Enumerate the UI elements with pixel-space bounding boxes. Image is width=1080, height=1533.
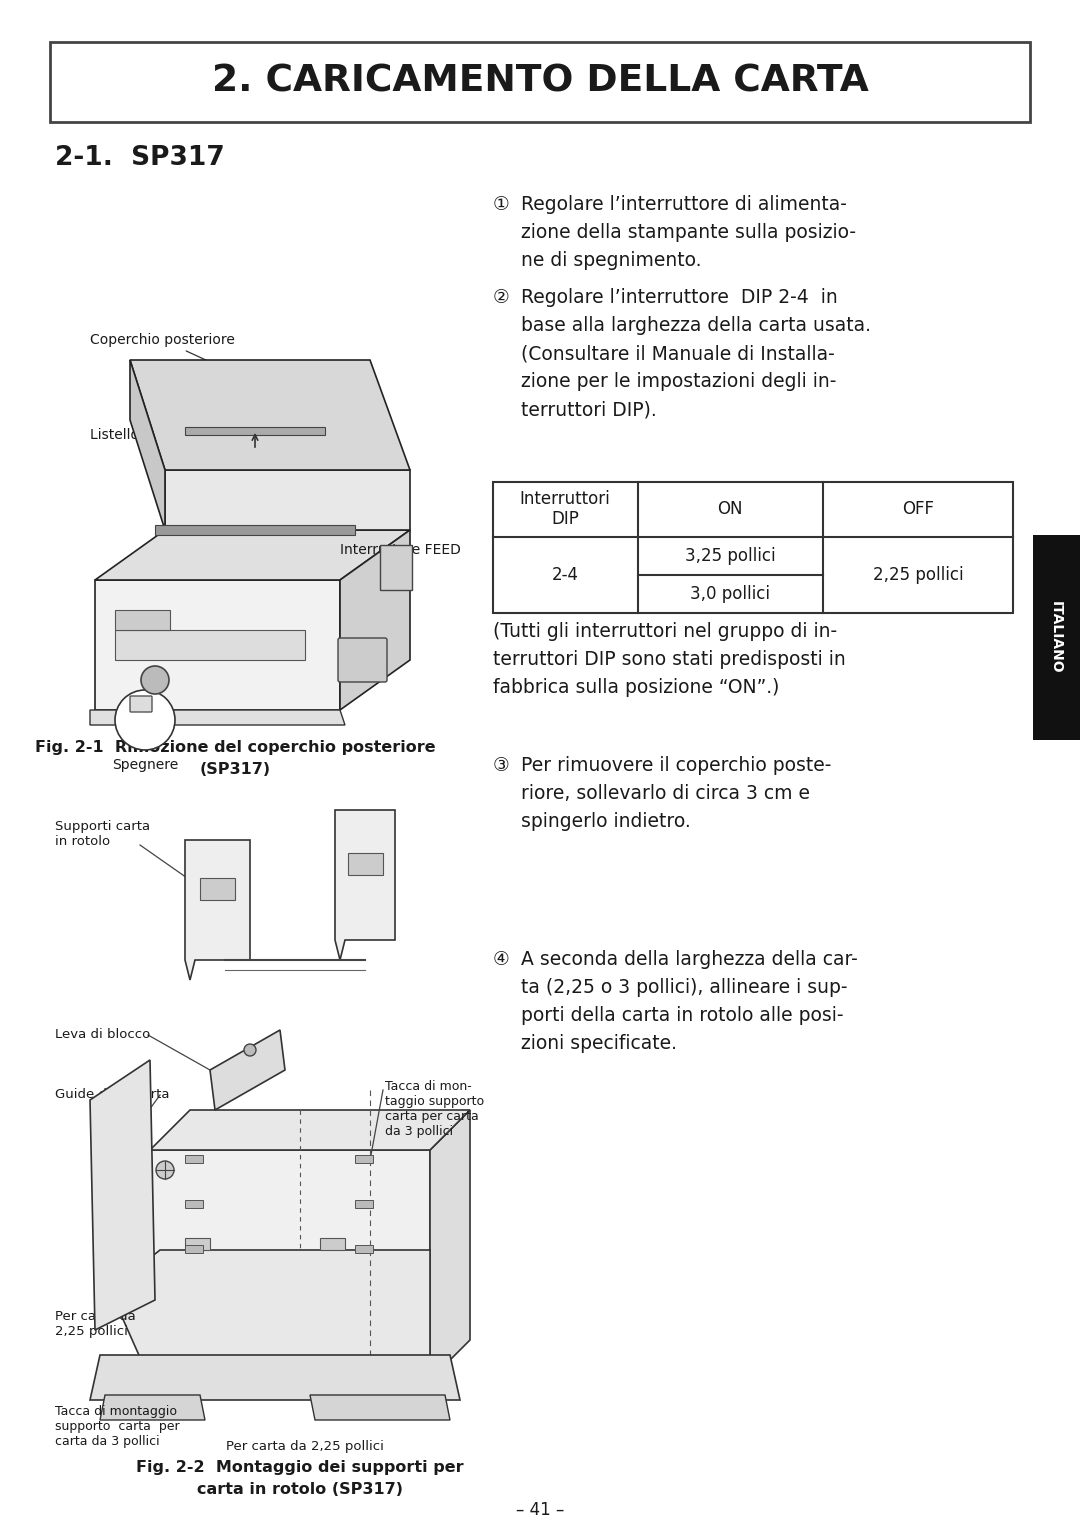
Text: Supporti carta
in rotolo: Supporti carta in rotolo bbox=[55, 820, 150, 848]
Text: ④: ④ bbox=[492, 950, 510, 969]
Text: Tacca di mon-
taggio supporto
carta per carta
da 3 pollici: Tacca di mon- taggio supporto carta per … bbox=[384, 1081, 484, 1137]
Text: (SP317): (SP317) bbox=[200, 762, 271, 777]
Text: terruttori DIP sono stati predisposti in: terruttori DIP sono stati predisposti in bbox=[492, 650, 846, 668]
Text: Fig. 2-1  Rimozione del coperchio posteriore: Fig. 2-1 Rimozione del coperchio posteri… bbox=[35, 740, 435, 754]
Polygon shape bbox=[210, 1030, 285, 1110]
Text: Regolare l’interruttore  DIP 2-4  in: Regolare l’interruttore DIP 2-4 in bbox=[521, 288, 838, 307]
Text: – 41 –: – 41 – bbox=[516, 1501, 564, 1519]
Bar bbox=[355, 1245, 373, 1252]
Bar bbox=[492, 481, 1013, 613]
Text: Interruttori
DIP: Interruttori DIP bbox=[519, 489, 610, 529]
Text: ②: ② bbox=[492, 288, 510, 307]
Text: 3,0 pollici: 3,0 pollici bbox=[690, 586, 770, 602]
Text: zione della stampante sulla posizio-: zione della stampante sulla posizio- bbox=[521, 222, 856, 242]
Text: (Tutti gli interruttori nel gruppo di in-: (Tutti gli interruttori nel gruppo di in… bbox=[492, 622, 837, 641]
Bar bbox=[156, 524, 355, 535]
Polygon shape bbox=[335, 809, 395, 960]
Polygon shape bbox=[130, 360, 410, 471]
Bar bbox=[185, 1154, 203, 1164]
Text: Per rimuovere il coperchio poste-: Per rimuovere il coperchio poste- bbox=[521, 756, 832, 776]
Circle shape bbox=[156, 1160, 174, 1179]
Text: Spegnere: Spegnere bbox=[112, 757, 178, 773]
Text: porti della carta in rotolo alle posi-: porti della carta in rotolo alle posi- bbox=[521, 1006, 843, 1026]
Polygon shape bbox=[150, 1110, 470, 1150]
Text: Coperchio posteriore: Coperchio posteriore bbox=[90, 333, 257, 383]
Text: ③: ③ bbox=[492, 756, 510, 776]
Polygon shape bbox=[100, 1395, 205, 1420]
Text: 2-1.  SP317: 2-1. SP317 bbox=[55, 146, 225, 172]
Text: ITALIANO: ITALIANO bbox=[1049, 601, 1063, 675]
Text: 3,25 pollici: 3,25 pollici bbox=[685, 547, 775, 566]
Text: ON: ON bbox=[717, 500, 743, 518]
Text: Guide della carta: Guide della carta bbox=[55, 1088, 170, 1102]
Polygon shape bbox=[185, 840, 249, 980]
Text: zioni specificate.: zioni specificate. bbox=[521, 1033, 677, 1053]
Circle shape bbox=[141, 665, 168, 694]
Text: ta (2,25 o 3 pollici), allineare i sup-: ta (2,25 o 3 pollici), allineare i sup- bbox=[521, 978, 848, 996]
Text: Interruttore FEED: Interruttore FEED bbox=[340, 543, 461, 564]
Text: Tacca di montaggio
supporto  carta  per
carta da 3 pollici: Tacca di montaggio supporto carta per ca… bbox=[55, 1406, 179, 1449]
Polygon shape bbox=[95, 579, 340, 710]
Text: zione per le impostazioni degli in-: zione per le impostazioni degli in- bbox=[521, 373, 836, 391]
Polygon shape bbox=[150, 1150, 430, 1380]
Text: base alla larghezza della carta usata.: base alla larghezza della carta usata. bbox=[521, 316, 870, 336]
Bar bbox=[114, 610, 170, 630]
Polygon shape bbox=[130, 360, 165, 530]
Text: fabbrica sulla posizione “ON”.): fabbrica sulla posizione “ON”.) bbox=[492, 678, 780, 698]
Bar bbox=[200, 878, 235, 900]
Bar bbox=[50, 41, 1030, 123]
Bar bbox=[185, 1239, 210, 1249]
FancyBboxPatch shape bbox=[338, 638, 387, 682]
Polygon shape bbox=[110, 1249, 430, 1380]
Circle shape bbox=[114, 690, 175, 750]
Bar bbox=[348, 852, 383, 875]
Polygon shape bbox=[165, 471, 410, 530]
Text: 2-4: 2-4 bbox=[552, 566, 579, 584]
Text: A seconda della larghezza della car-: A seconda della larghezza della car- bbox=[521, 950, 858, 969]
Bar bbox=[114, 630, 305, 661]
Text: spingerlo indietro.: spingerlo indietro. bbox=[521, 812, 691, 831]
Bar bbox=[185, 1245, 203, 1252]
Text: Per carta da
2,25 pollici: Per carta da 2,25 pollici bbox=[55, 1311, 136, 1338]
Bar bbox=[185, 428, 325, 435]
Polygon shape bbox=[90, 710, 345, 725]
Text: Fig. 2-2  Montaggio dei supporti per: Fig. 2-2 Montaggio dei supporti per bbox=[136, 1459, 463, 1475]
Bar bbox=[1032, 535, 1080, 740]
Bar bbox=[320, 1239, 345, 1249]
Text: terruttori DIP).: terruttori DIP). bbox=[521, 400, 657, 419]
Polygon shape bbox=[90, 1355, 460, 1400]
Polygon shape bbox=[340, 530, 410, 710]
Bar bbox=[355, 1154, 373, 1164]
Text: Leva di blocco: Leva di blocco bbox=[55, 1029, 150, 1041]
Text: 2. CARICAMENTO DELLA CARTA: 2. CARICAMENTO DELLA CARTA bbox=[212, 64, 868, 100]
Bar bbox=[185, 1200, 203, 1208]
Polygon shape bbox=[310, 1395, 450, 1420]
Polygon shape bbox=[430, 1110, 470, 1380]
Circle shape bbox=[244, 1044, 256, 1056]
Text: ①: ① bbox=[492, 195, 510, 215]
Text: Listello di taglio: Listello di taglio bbox=[90, 428, 233, 533]
Bar bbox=[355, 1200, 373, 1208]
Text: carta in rotolo (SP317): carta in rotolo (SP317) bbox=[197, 1482, 403, 1498]
Polygon shape bbox=[95, 530, 410, 579]
Text: 2,25 pollici: 2,25 pollici bbox=[873, 566, 963, 584]
Text: (Consultare il Manuale di Installa-: (Consultare il Manuale di Installa- bbox=[521, 343, 835, 363]
Text: ne di spegnimento.: ne di spegnimento. bbox=[521, 251, 702, 270]
Text: Regolare l’interruttore di alimenta-: Regolare l’interruttore di alimenta- bbox=[521, 195, 847, 215]
Text: OFF: OFF bbox=[902, 500, 934, 518]
Polygon shape bbox=[90, 1059, 156, 1331]
Bar bbox=[380, 546, 411, 590]
Text: riore, sollevarlo di circa 3 cm e: riore, sollevarlo di circa 3 cm e bbox=[521, 783, 810, 803]
Text: Per carta da 2,25 pollici: Per carta da 2,25 pollici bbox=[226, 1439, 383, 1453]
FancyBboxPatch shape bbox=[130, 696, 152, 711]
